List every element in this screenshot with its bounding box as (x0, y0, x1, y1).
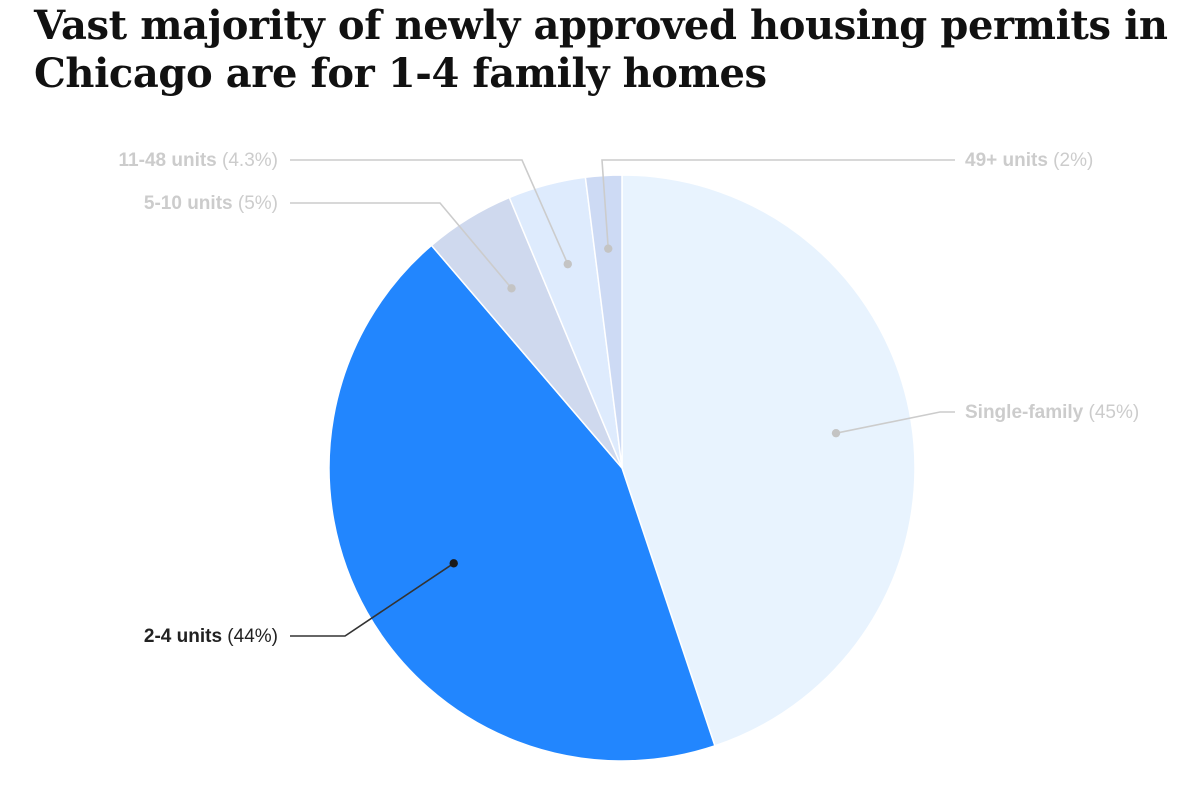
data-label-percent: (45%) (1083, 402, 1139, 423)
leader-line-11-48-units (290, 159, 569, 265)
data-label-percent: (4.3%) (217, 150, 278, 171)
label-dot-49-units (604, 244, 613, 253)
data-label-percent: (2%) (1048, 150, 1093, 171)
pie-slice-single-family (621, 174, 916, 747)
leader-line-5-10-units (290, 202, 513, 289)
data-label-percent: (5%) (233, 193, 278, 214)
data-label-49-units: 49+ units (2%) (965, 150, 1093, 171)
leader-line-2-4-units (290, 562, 455, 637)
data-label-name: 5-10 units (144, 193, 233, 214)
data-label-name: 2-4 units (144, 626, 222, 647)
data-label-name: 11-48 units (119, 150, 217, 171)
data-label-name: Single-family (965, 402, 1084, 423)
label-dot-5-10-units (507, 284, 516, 293)
data-label-2-4-units: 2-4 units (44%) (144, 626, 278, 647)
data-label-single-family: Single-family (45%) (965, 402, 1139, 423)
data-label-name: 49+ units (965, 150, 1048, 171)
label-dot-11-48-units (563, 259, 572, 269)
label-dot-2-4-units (449, 559, 458, 568)
leader-line-single-family (835, 411, 955, 434)
pie-slice-2-4-units (328, 244, 716, 762)
leader-line-49-units (601, 159, 955, 249)
chart-title: Vast majority of newly approved housing … (34, 2, 1168, 97)
data-label-11-48-units: 11-48 units (4.3%) (119, 150, 278, 171)
label-dot-single-family (831, 428, 841, 438)
data-label-percent: (44%) (222, 626, 278, 647)
data-label-5-10-units: 5-10 units (5%) (144, 193, 278, 214)
